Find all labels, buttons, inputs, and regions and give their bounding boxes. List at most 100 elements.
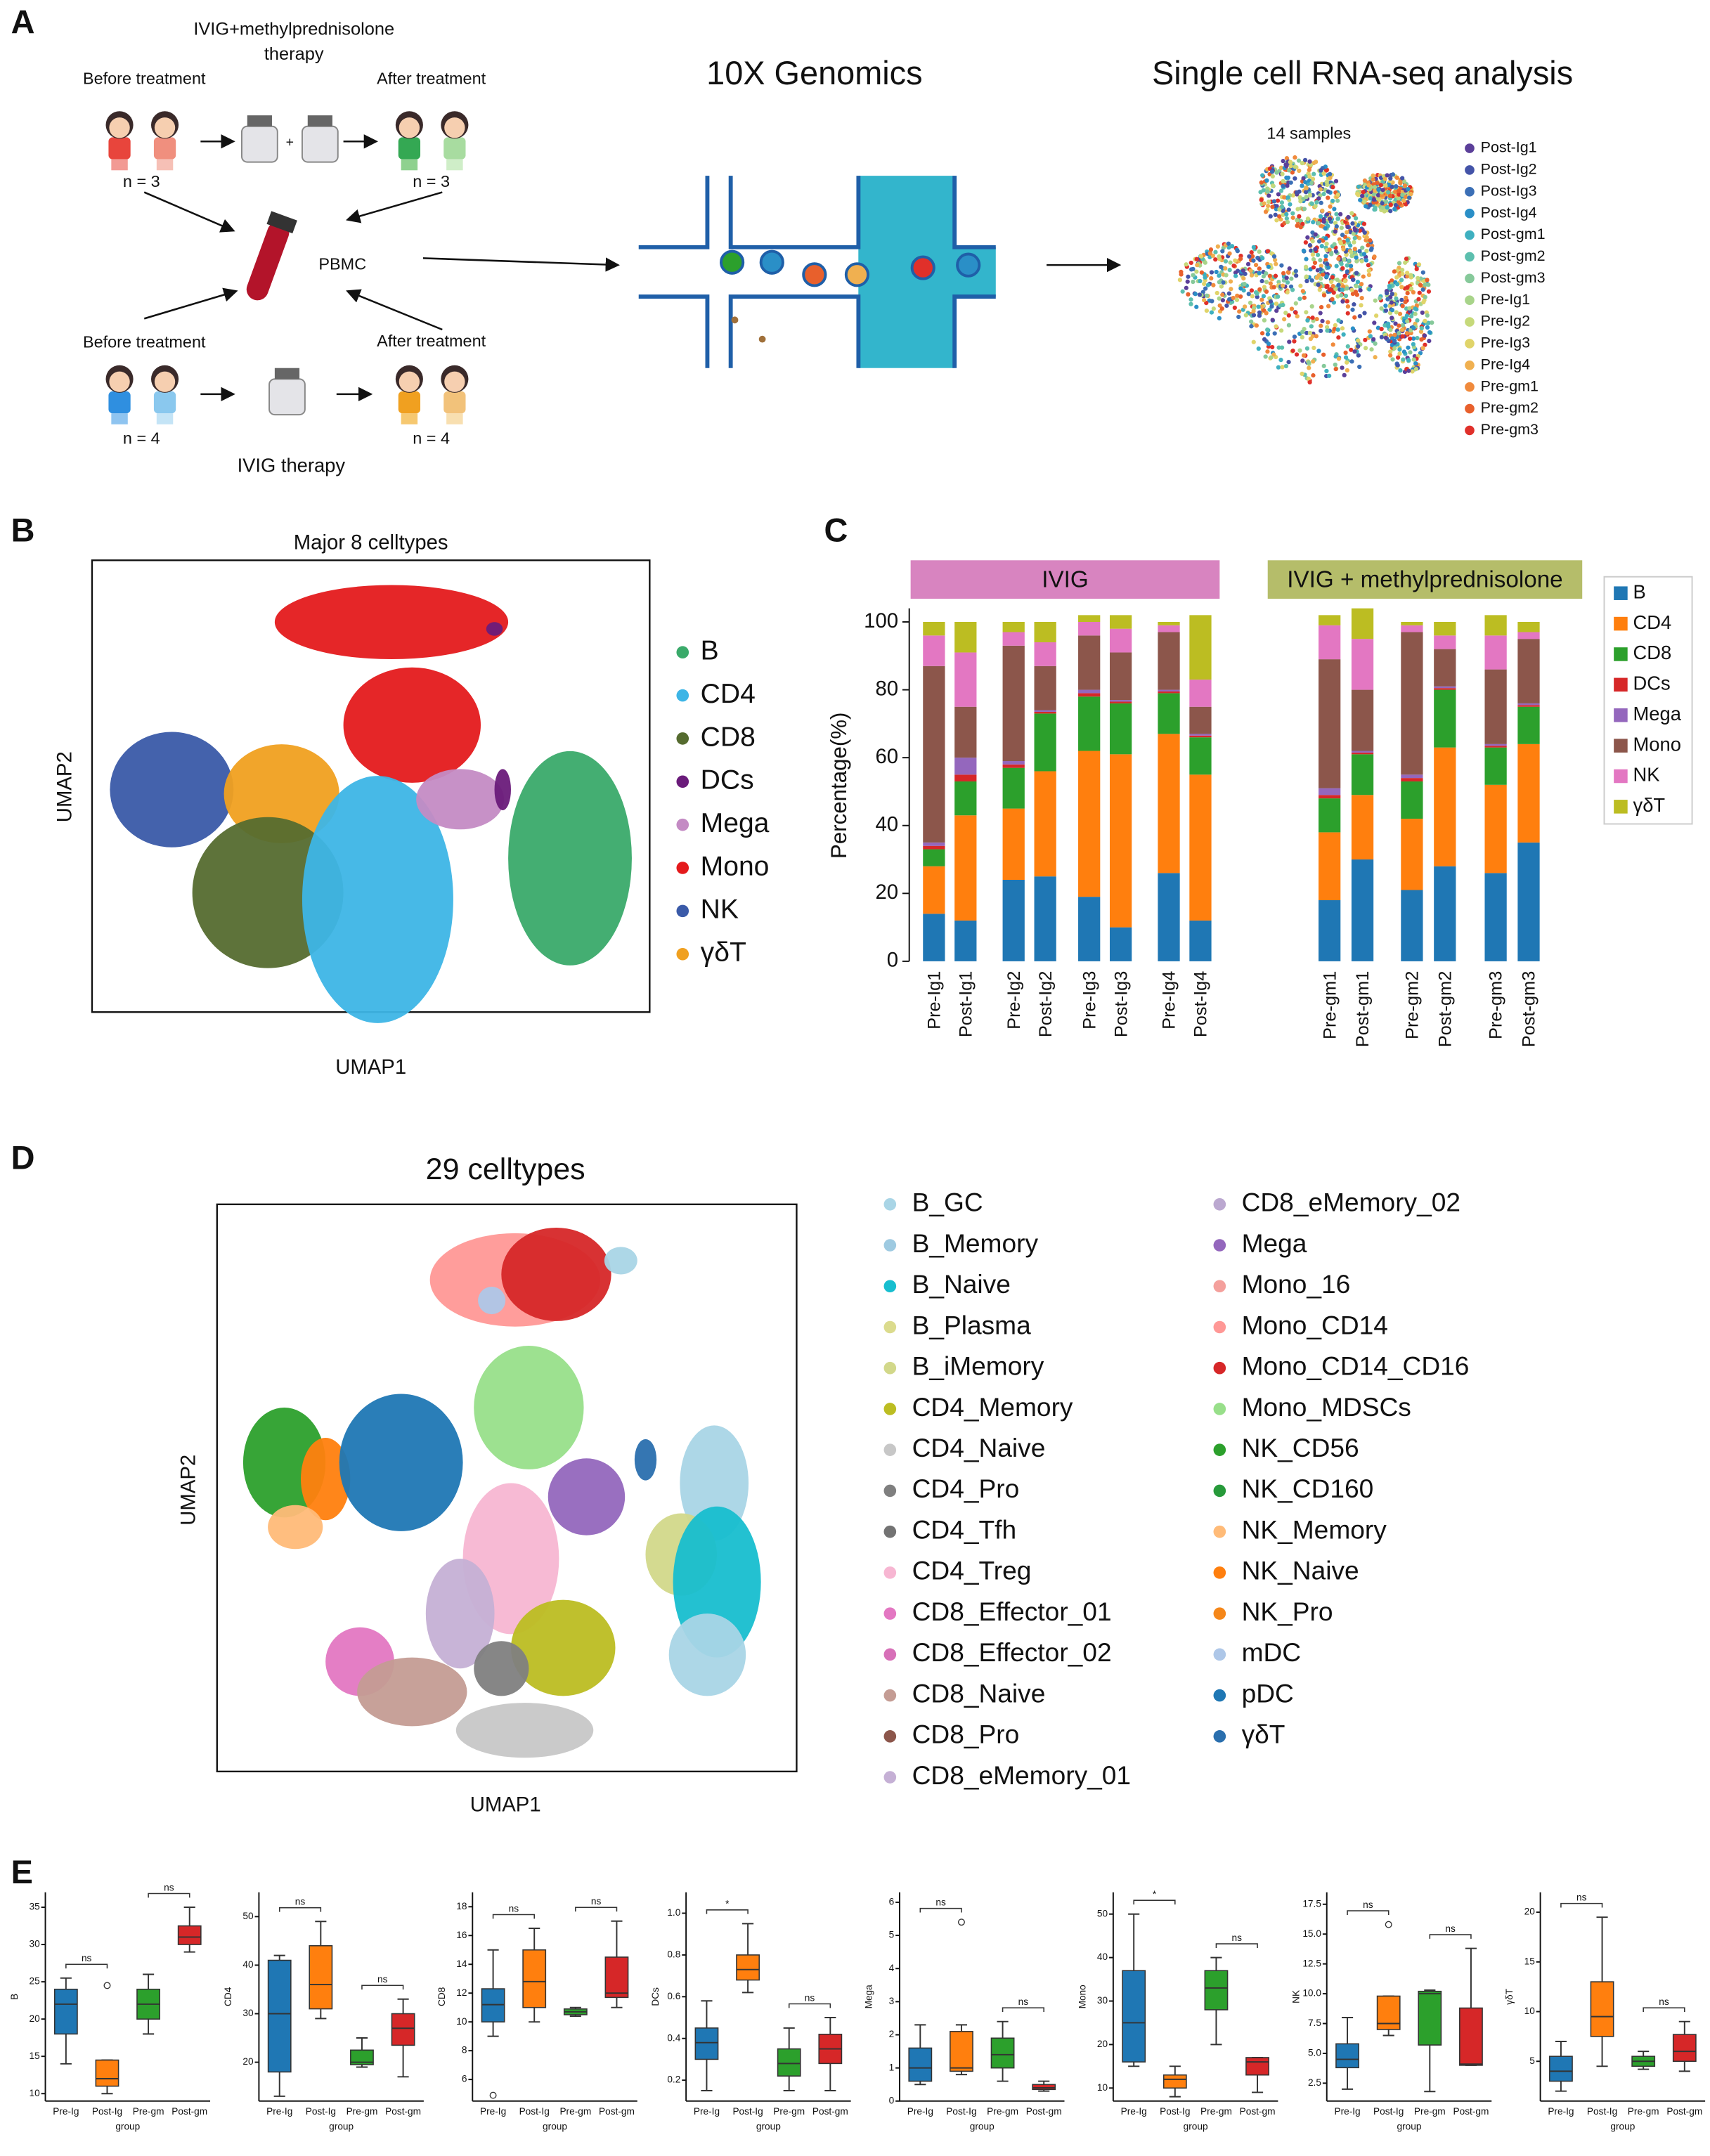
cell-dot: [1388, 202, 1393, 207]
cell-dot: [1294, 352, 1300, 357]
cell-dot: [1350, 307, 1355, 312]
legend-label: Post-gm1: [1481, 226, 1546, 242]
cell-dot: [1345, 368, 1350, 373]
cell-dot: [1403, 299, 1408, 304]
significance-bracket: [1215, 1943, 1258, 1948]
cell-dot: [1416, 297, 1421, 301]
person-icon: [395, 365, 423, 424]
cell-dot: [1297, 195, 1302, 200]
cell-dot: [1386, 190, 1391, 195]
cell-dot: [1403, 260, 1408, 265]
cell-dot: [1327, 287, 1332, 292]
cell-dot: [1311, 256, 1316, 262]
cell-dot: [1319, 276, 1323, 281]
cell-dot: [1259, 197, 1264, 202]
cell-dot: [1313, 232, 1318, 237]
cell-dot: [1390, 316, 1394, 320]
legend-swatch: [883, 1239, 897, 1252]
cell-dot: [1379, 306, 1384, 311]
cell-dot: [1290, 348, 1295, 353]
bar-segment: [1401, 781, 1423, 819]
x-tick-label: Pre-Ig: [53, 2106, 79, 2117]
cell-dot: [1241, 268, 1245, 273]
bar-segment: [923, 845, 945, 850]
bar-segment: [1109, 652, 1132, 701]
cell-dot: [1350, 221, 1355, 226]
label: 14 samples: [1267, 124, 1351, 143]
cell-dot: [1300, 358, 1305, 363]
legend-label: CD4_Treg: [912, 1556, 1032, 1585]
cell-dot: [1320, 318, 1325, 324]
bar-segment: [1002, 645, 1025, 761]
cell-dot: [1352, 315, 1357, 320]
bar-segment: [1002, 760, 1025, 765]
cell-dot: [1320, 208, 1325, 214]
cell-dot: [1343, 350, 1348, 355]
legend-swatch: [883, 1566, 897, 1579]
bar-segment: [1078, 693, 1101, 697]
legend-swatch: [1213, 1689, 1226, 1702]
bar-segment: [954, 706, 977, 758]
bar-segment: [1002, 808, 1025, 881]
cell-dot: [1217, 296, 1222, 301]
cell-dot: [1413, 306, 1418, 311]
legs: [401, 413, 418, 424]
cell-dot: [1260, 256, 1265, 261]
legend-label: Mega: [1242, 1228, 1307, 1258]
box: [1335, 2043, 1359, 2069]
cell-dot: [1408, 336, 1413, 342]
cell-dot: [1368, 196, 1373, 201]
body: [443, 137, 466, 160]
cell-dot: [1352, 302, 1356, 307]
y-tick-label: 7.5: [1308, 2018, 1321, 2028]
y-tick-label: 50: [1097, 1908, 1108, 1918]
cell-dot: [1326, 304, 1331, 309]
cell-dot: [1213, 249, 1218, 254]
legend-label: Pre-Ig4: [1481, 356, 1531, 372]
cell-dot: [1300, 335, 1304, 340]
bar-segment: [1158, 873, 1180, 961]
legend-swatch: [1614, 616, 1628, 631]
cell-dot: [1336, 318, 1341, 323]
cell-dot: [1316, 349, 1321, 353]
bar-segment: [1484, 747, 1507, 785]
bar-segment: [1401, 778, 1423, 781]
cell-dot: [1329, 252, 1334, 256]
cell-dot: [1242, 281, 1247, 287]
cell-dot: [1234, 297, 1240, 302]
cluster: [416, 769, 505, 830]
cell-dot: [1304, 256, 1309, 261]
cell-dot: [1388, 176, 1393, 181]
cell-dot: [1293, 301, 1298, 306]
cell-dot: [1324, 212, 1330, 217]
bar-segment: [1158, 622, 1180, 625]
cell-dot: [1338, 212, 1343, 217]
pbmc-tube: [246, 211, 297, 301]
cell-dot: [1394, 175, 1399, 180]
cell-dot: [1383, 335, 1388, 340]
cell-dot: [1232, 305, 1237, 310]
cluster: [501, 1228, 611, 1321]
cell-dot: [1297, 168, 1302, 174]
significance-label: ns: [509, 1903, 519, 1914]
cell-dot: [1269, 169, 1275, 174]
cell-dot: [1371, 177, 1375, 182]
legend-label: Post-Ig2: [1481, 161, 1537, 178]
cell-dot: [1352, 349, 1357, 354]
cell-dot: [1251, 313, 1257, 318]
x-tick-label: Pre-Ig: [266, 2106, 292, 2117]
x-tick-label: Post-gm: [1666, 2106, 1702, 2117]
cell-dot: [1389, 300, 1394, 305]
cluster: [474, 1641, 529, 1696]
cell-dot: [1268, 281, 1273, 286]
cell-dot: [1287, 339, 1292, 344]
y-tick-label: 10.0: [1302, 1988, 1321, 1999]
y-tick-label: 20: [30, 2013, 41, 2024]
x-tick-label: Pre-gm3: [1486, 971, 1506, 1039]
x-tick-label: Post-Ig: [1373, 2106, 1404, 2117]
legend-swatch: [883, 1607, 897, 1620]
cell-dot: [1328, 204, 1333, 209]
legend-swatch: [1465, 317, 1475, 327]
cell-dot: [1247, 254, 1252, 259]
